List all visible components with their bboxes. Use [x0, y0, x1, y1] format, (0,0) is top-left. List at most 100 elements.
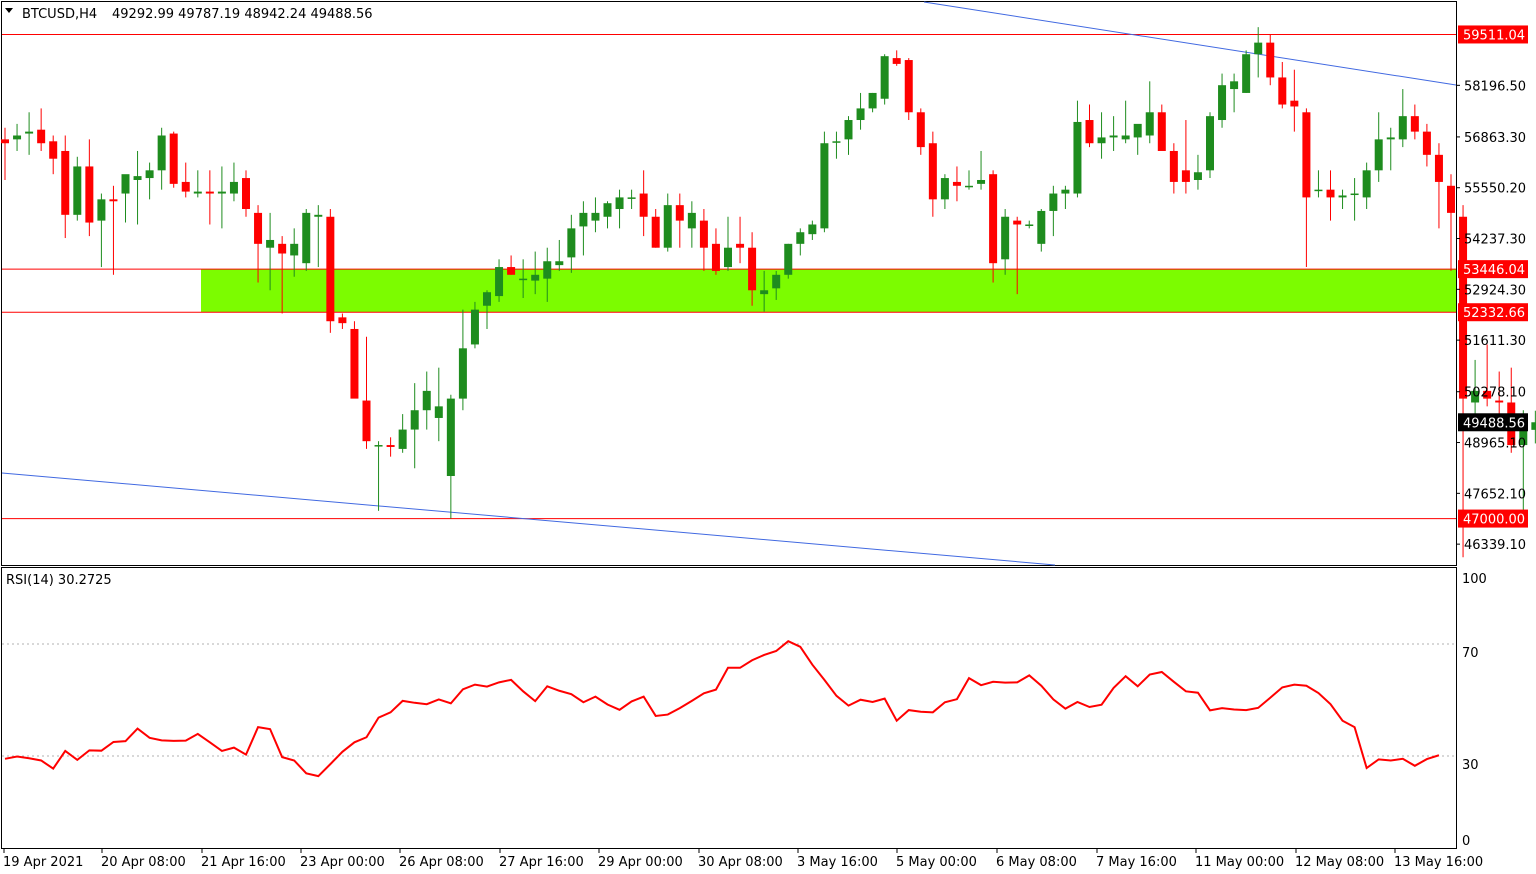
candle[interactable]: [1410, 104, 1419, 140]
candle[interactable]: [1, 127, 9, 180]
candle[interactable]: [458, 309, 467, 411]
candle[interactable]: [1483, 344, 1492, 407]
upper-trend-line[interactable]: [923, 1, 1457, 86]
candle[interactable]: [266, 212, 275, 291]
candle[interactable]: [1230, 73, 1239, 113]
candle[interactable]: [832, 131, 841, 159]
candle[interactable]: [796, 228, 805, 256]
rsi-panel[interactable]: [1, 567, 1457, 849]
candle[interactable]: [1447, 174, 1455, 271]
candle[interactable]: [1181, 120, 1190, 194]
candle[interactable]: [410, 383, 419, 469]
candle[interactable]: [495, 259, 504, 302]
candle[interactable]: [1350, 178, 1359, 221]
candle[interactable]: [651, 209, 660, 248]
candle[interactable]: [1073, 100, 1082, 198]
candle[interactable]: [109, 185, 118, 275]
candle[interactable]: [1145, 81, 1154, 144]
candle[interactable]: [85, 139, 94, 237]
candle[interactable]: [1242, 50, 1251, 93]
candle[interactable]: [1338, 189, 1347, 210]
candle[interactable]: [398, 414, 407, 453]
candle[interactable]: [844, 116, 853, 155]
candle[interactable]: [1206, 112, 1214, 179]
candle[interactable]: [1302, 108, 1311, 268]
candle[interactable]: [290, 228, 299, 277]
candle[interactable]: [663, 193, 672, 252]
candle[interactable]: [928, 131, 937, 217]
candle[interactable]: [1326, 170, 1335, 221]
candle[interactable]: [603, 201, 612, 229]
candle[interactable]: [446, 394, 455, 519]
candle[interactable]: [1193, 154, 1202, 190]
candle[interactable]: [627, 189, 636, 210]
candle[interactable]: [639, 170, 648, 237]
candle[interactable]: [1459, 205, 1468, 558]
candle[interactable]: [157, 127, 166, 190]
candle[interactable]: [434, 367, 443, 442]
candle[interactable]: [254, 205, 263, 283]
candle[interactable]: [1254, 27, 1263, 78]
candle[interactable]: [314, 205, 323, 268]
candle[interactable]: [326, 209, 335, 333]
candle[interactable]: [1290, 69, 1299, 132]
candle[interactable]: [952, 166, 961, 202]
candle[interactable]: [1037, 209, 1046, 252]
candle[interactable]: [362, 336, 371, 449]
support-resistance-zone[interactable]: [201, 269, 1456, 313]
candle[interactable]: [1422, 123, 1431, 167]
candle[interactable]: [531, 251, 540, 295]
symbol-dropdown-icon[interactable]: [5, 8, 13, 13]
candle[interactable]: [748, 232, 757, 306]
candle[interactable]: [579, 201, 588, 256]
candle[interactable]: [386, 437, 395, 457]
candle[interactable]: [278, 236, 287, 314]
candle[interactable]: [784, 243, 793, 279]
candle[interactable]: [675, 193, 684, 248]
candle[interactable]: [1278, 61, 1287, 109]
candle[interactable]: [73, 156, 82, 221]
candle[interactable]: [97, 193, 106, 268]
candle[interactable]: [1109, 116, 1118, 151]
candle[interactable]: [687, 201, 696, 248]
candle[interactable]: [1157, 104, 1166, 151]
candle[interactable]: [507, 255, 516, 275]
candle[interactable]: [1025, 220, 1034, 229]
candle[interactable]: [1314, 170, 1323, 198]
candle[interactable]: [242, 170, 250, 217]
candle[interactable]: [1061, 185, 1070, 210]
candle[interactable]: [555, 239, 564, 271]
candle[interactable]: [422, 371, 431, 430]
candle[interactable]: [892, 50, 901, 66]
candle[interactable]: [1169, 143, 1178, 194]
candle[interactable]: [965, 170, 973, 190]
candle[interactable]: [868, 92, 877, 113]
candle[interactable]: [217, 166, 226, 229]
candle[interactable]: [904, 58, 913, 121]
candle[interactable]: [1013, 216, 1022, 295]
candle[interactable]: [470, 301, 479, 349]
lower-trend-line[interactable]: [1, 472, 1056, 566]
candle[interactable]: [1218, 73, 1227, 128]
candle[interactable]: [724, 216, 732, 271]
candle[interactable]: [977, 150, 986, 190]
candle[interactable]: [808, 220, 817, 240]
candle[interactable]: [1121, 100, 1130, 144]
candle[interactable]: [519, 259, 528, 299]
candle[interactable]: [350, 321, 359, 399]
candle[interactable]: [1133, 123, 1142, 155]
candle[interactable]: [760, 270, 769, 312]
candle[interactable]: [856, 92, 865, 130]
candle[interactable]: [772, 270, 781, 300]
candle[interactable]: [133, 150, 142, 225]
candle[interactable]: [338, 313, 347, 329]
candle[interactable]: [1097, 112, 1106, 159]
candle[interactable]: [1471, 359, 1480, 418]
candle[interactable]: [615, 189, 624, 229]
candle[interactable]: [1085, 104, 1094, 148]
candle[interactable]: [543, 247, 552, 302]
candle[interactable]: [61, 135, 70, 239]
candle[interactable]: [181, 162, 190, 198]
candle[interactable]: [1266, 34, 1275, 86]
candle[interactable]: [1049, 185, 1058, 237]
